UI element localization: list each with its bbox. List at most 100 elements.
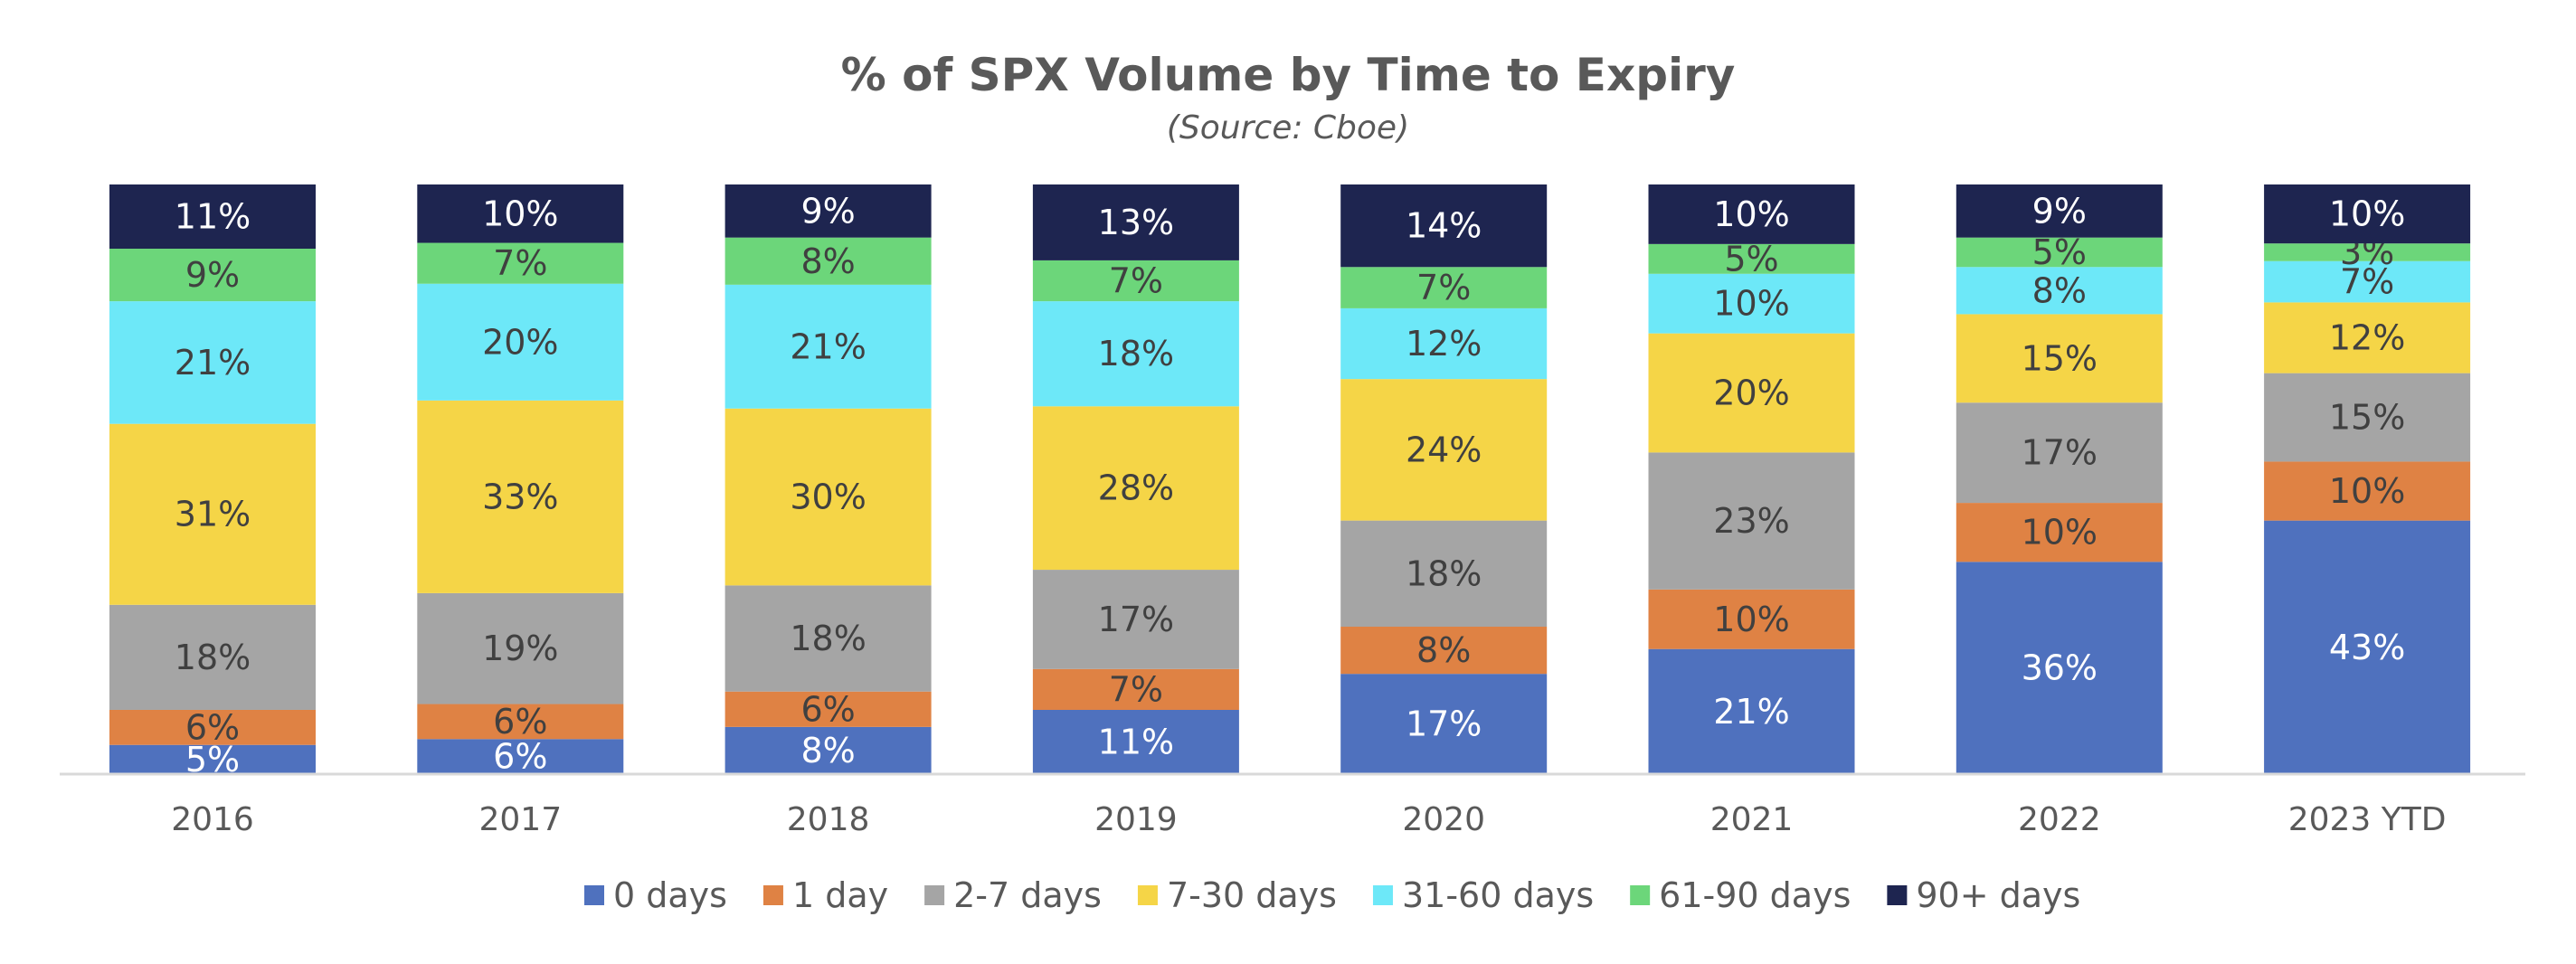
- bar-segment-2-7-days-2019: [1032, 570, 1239, 669]
- bar-segment-31-60-days-2023-ytd: [2264, 260, 2471, 303]
- chart-subtitle: (Source: Cboe): [1167, 109, 1409, 146]
- legend-swatch-31-60-days: [1372, 885, 1393, 905]
- bar-segment-90-days-2021: [1648, 184, 1855, 244]
- data-label-7-30-days-2019: 28%: [1098, 468, 1174, 508]
- data-label-61-90-days-2019: 7%: [1109, 261, 1163, 301]
- legend-label-0-days: 0 days: [613, 875, 727, 915]
- legend-label-61-90-days: 61-90 days: [1659, 875, 1851, 915]
- data-label-90-days-2017: 10%: [482, 194, 558, 233]
- bar-segment-61-90-days-2017: [417, 242, 624, 284]
- data-label-31-60-days-2023-ytd: 7%: [2340, 262, 2394, 302]
- data-label-1-day-2022: 10%: [2022, 513, 2098, 553]
- x-tick-label-2019: 2019: [1094, 801, 1178, 838]
- data-label-0-days-2022: 36%: [2022, 648, 2098, 688]
- bar-segment-31-60-days-2016: [109, 301, 316, 424]
- bar-segment-0-days-2021: [1648, 648, 1855, 774]
- data-label-61-90-days-2021: 5%: [1724, 239, 1778, 279]
- data-label-7-30-days-2023-ytd: 12%: [2329, 318, 2405, 358]
- data-label-2-7-days-2020: 18%: [1406, 553, 1482, 593]
- x-tick-label-2023-ytd: 2023 YTD: [2288, 801, 2447, 838]
- legend-item-31-60-days: 31-60 days: [1372, 875, 1594, 915]
- legend-swatch-1-day: [762, 885, 783, 905]
- data-label-61-90-days-2016: 9%: [185, 255, 240, 295]
- bar-segment-7-30-days-2016: [109, 423, 316, 605]
- bar-segment-90-days-2018: [724, 184, 932, 238]
- bar-segment-90-days-2017: [417, 184, 624, 243]
- data-label-31-60-days-2016: 21%: [175, 343, 251, 383]
- legend-item-0-days: 0 days: [584, 875, 727, 915]
- data-label-0-days-2023-ytd: 43%: [2329, 628, 2405, 667]
- data-label-31-60-days-2017: 20%: [482, 322, 558, 362]
- data-label-2-7-days-2019: 17%: [1098, 600, 1174, 639]
- bar-segment-1-day-2019: [1032, 668, 1239, 710]
- bar-segment-7-30-days-2023-ytd: [2264, 302, 2471, 373]
- x-tick-label-2018: 2018: [787, 801, 870, 838]
- data-label-0-days-2017: 6%: [493, 737, 547, 777]
- bar-segment-90-days-2020: [1340, 184, 1548, 268]
- data-label-31-60-days-2021: 10%: [1713, 284, 1789, 324]
- bar-segment-0-days-2017: [417, 739, 624, 774]
- x-tick-label-2016: 2016: [171, 801, 254, 838]
- bar-segment-61-90-days-2019: [1032, 260, 1239, 302]
- bar-segment-61-90-days-2020: [1340, 267, 1548, 308]
- bar-segment-31-60-days-2018: [724, 284, 932, 409]
- bar-segment-31-60-days-2017: [417, 283, 624, 401]
- bar-segment-1-day-2022: [1956, 503, 2163, 562]
- data-label-31-60-days-2020: 12%: [1406, 324, 1482, 364]
- bar-segment-2-7-days-2018: [724, 585, 932, 692]
- data-label-90-days-2021: 10%: [1713, 194, 1789, 234]
- x-tick-label-2017: 2017: [478, 801, 562, 838]
- x-tick-label-2021: 2021: [1710, 801, 1794, 838]
- data-label-1-day-2017: 6%: [493, 702, 547, 742]
- data-label-90-days-2016: 11%: [175, 197, 251, 237]
- bar-segment-1-day-2016: [109, 709, 316, 745]
- legend-label-1-day: 1 day: [792, 875, 888, 915]
- data-label-2-7-days-2021: 23%: [1713, 501, 1789, 541]
- bar-segment-7-30-days-2019: [1032, 406, 1239, 571]
- bar-segment-7-30-days-2018: [724, 408, 932, 586]
- bar-segment-7-30-days-2021: [1648, 333, 1855, 453]
- bar-segment-2-7-days-2017: [417, 592, 624, 704]
- legend-swatch-61-90-days: [1630, 885, 1651, 905]
- legend-label-7-30-days: 7-30 days: [1167, 875, 1337, 915]
- bar-segment-90-days-2016: [109, 184, 316, 250]
- data-label-61-90-days-2022: 5%: [2032, 232, 2087, 272]
- bar-segment-61-90-days-2018: [724, 237, 932, 285]
- legend-item-1-day: 1 day: [762, 875, 888, 915]
- bar-segment-0-days-2019: [1032, 709, 1239, 774]
- bars-layer: 5%6%18%31%21%9%11%6%6%19%33%20%7%10%8%6%…: [109, 184, 2471, 780]
- data-label-1-day-2021: 10%: [1713, 600, 1789, 639]
- data-label-1-day-2016: 6%: [185, 707, 240, 747]
- bar-segment-31-60-days-2021: [1648, 273, 1855, 334]
- bar-segment-1-day-2018: [724, 691, 932, 727]
- bar-segment-2-7-days-2023-ytd: [2264, 373, 2471, 462]
- data-label-2-7-days-2017: 19%: [482, 628, 558, 668]
- legend-swatch-7-30-days: [1137, 885, 1158, 905]
- data-label-61-90-days-2018: 8%: [800, 241, 855, 281]
- bar-segment-61-90-days-2022: [1956, 237, 2163, 268]
- data-label-7-30-days-2022: 15%: [2022, 338, 2098, 378]
- legend-label-2-7-days: 2-7 days: [953, 875, 1102, 915]
- bar-segment-2-7-days-2022: [1956, 402, 2163, 504]
- bar-segment-7-30-days-2022: [1956, 314, 2163, 403]
- data-label-7-30-days-2018: 30%: [790, 477, 866, 517]
- bar-segment-61-90-days-2016: [109, 249, 316, 302]
- bar-segment-90-days-2023-ytd: [2264, 184, 2471, 244]
- data-label-2-7-days-2018: 18%: [790, 619, 866, 658]
- x-tick-labels: 2016 2017 2018 2019 2020 2021 2022 2023 YTD: [171, 801, 2446, 838]
- data-label-90-days-2019: 13%: [1098, 203, 1174, 242]
- data-label-31-60-days-2022: 8%: [2032, 270, 2087, 310]
- legend-item-7-30-days: 7-30 days: [1137, 875, 1337, 915]
- bar-segment-61-90-days-2023-ytd: [2264, 243, 2471, 261]
- x-tick-label-2020: 2020: [1402, 801, 1485, 838]
- data-label-1-day-2020: 8%: [1416, 630, 1471, 670]
- data-label-61-90-days-2020: 7%: [1416, 268, 1471, 307]
- bar-segment-7-30-days-2017: [417, 400, 624, 593]
- data-label-7-30-days-2021: 20%: [1713, 373, 1789, 413]
- data-label-1-day-2023-ytd: 10%: [2329, 471, 2405, 511]
- bar-segment-90-days-2019: [1032, 184, 1239, 260]
- data-label-90-days-2020: 14%: [1406, 206, 1482, 246]
- bar-segment-1-day-2021: [1648, 589, 1855, 649]
